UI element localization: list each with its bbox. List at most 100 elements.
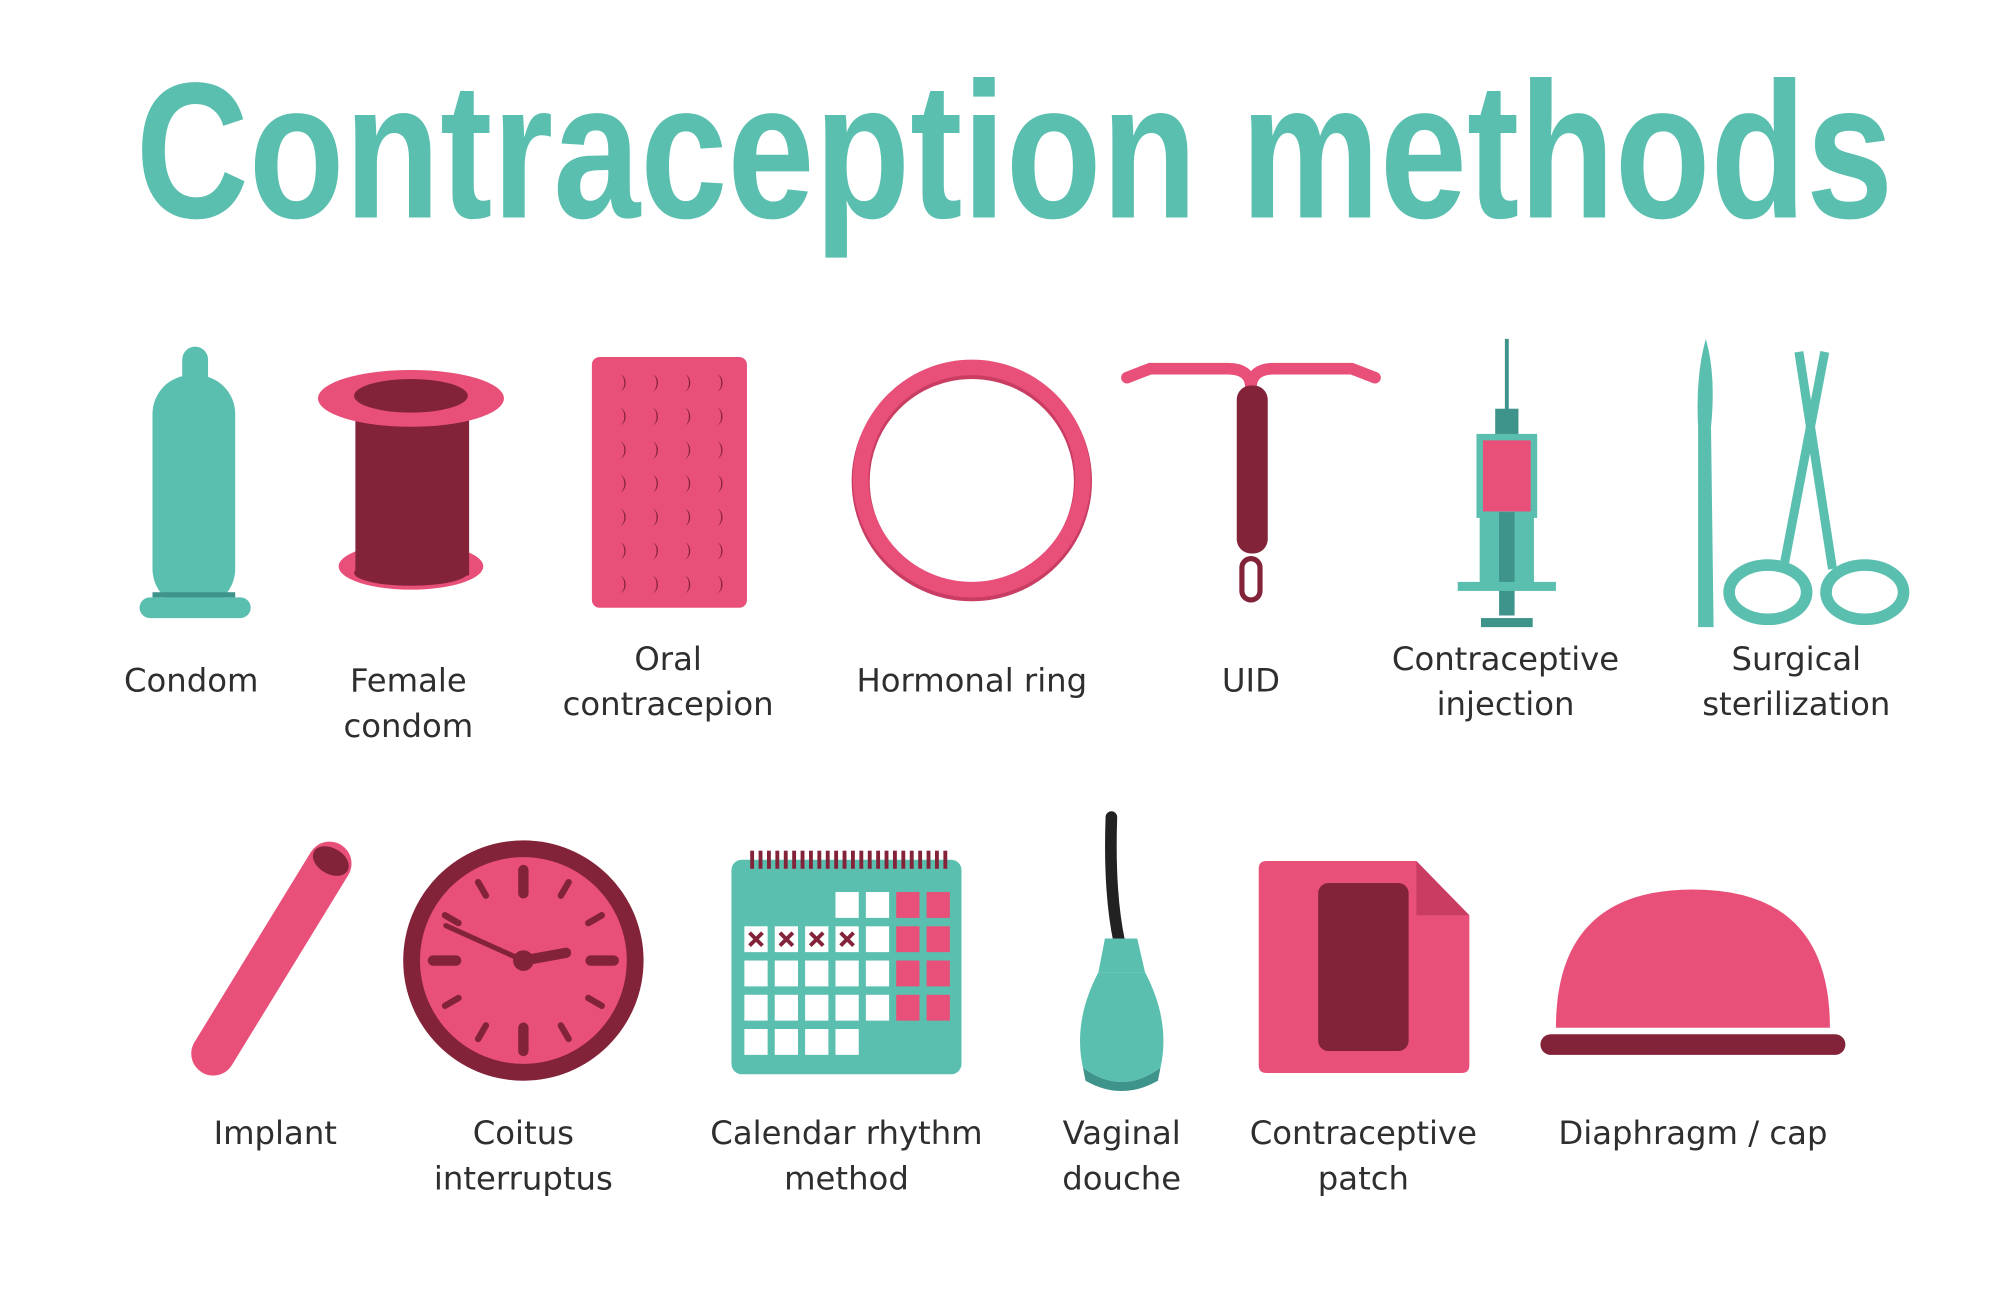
calendar-day (896, 892, 920, 918)
pill-icon (620, 407, 626, 426)
svg-text:douche: douche (1062, 1159, 1181, 1197)
calendar-day (835, 892, 859, 918)
douche-icon (1080, 811, 1164, 1092)
calendar-day (774, 994, 798, 1021)
clock-tick (441, 912, 462, 927)
pill-icon (620, 575, 626, 594)
svg-text:Oral: Oral (634, 640, 701, 678)
calendar-day (744, 994, 768, 1021)
label-diaphragm: Diaphragm / cap (1558, 1114, 1827, 1152)
calendar-day (926, 926, 950, 953)
calendar-day (926, 892, 950, 918)
clock-tick (557, 1022, 572, 1043)
diaphragm-icon (1540, 889, 1846, 1055)
pill-icon (717, 575, 723, 594)
svg-text:Contraceptive: Contraceptive (1250, 1114, 1477, 1152)
pill-icon (620, 541, 626, 560)
calendar-day (896, 926, 920, 953)
svg-text:Condom: Condom (124, 662, 259, 700)
calendar-day (896, 960, 920, 987)
pill-icon (684, 373, 691, 392)
svg-text:injection: injection (1437, 685, 1575, 723)
pill-icon (717, 474, 723, 493)
label-calendar-method: Calendar rhythm method (710, 1114, 982, 1197)
pill-icon (717, 373, 723, 392)
calendar-day (865, 892, 890, 918)
calendar-day (865, 994, 890, 1021)
svg-text:Coitus: Coitus (473, 1114, 574, 1152)
clock-tick (474, 1022, 490, 1043)
clock-tick (441, 994, 462, 1009)
patch-icon (1258, 861, 1470, 1073)
label-coitus-interruptus: Coitus interruptus (434, 1114, 613, 1197)
cross-mark-icon (748, 931, 764, 948)
pill-icon (684, 407, 691, 426)
svg-text:condom: condom (344, 707, 474, 745)
condom-icon (139, 346, 251, 619)
pill-icon (652, 541, 658, 560)
svg-text:UID: UID (1222, 662, 1280, 700)
calendar-day (744, 960, 768, 987)
calendar-day (835, 994, 859, 1021)
svg-text:Contraceptive: Contraceptive (1392, 640, 1619, 678)
svg-text:contracepion: contracepion (563, 685, 774, 723)
pill-icon (620, 441, 626, 460)
svg-text:patch: patch (1318, 1159, 1409, 1197)
pill-icon (620, 373, 626, 392)
svg-text:Female: Female (350, 662, 467, 700)
pill-icon (652, 474, 658, 493)
svg-text:Surgical: Surgical (1731, 640, 1861, 678)
clock-icon (403, 840, 644, 1081)
cross-mark-icon (808, 931, 825, 948)
calendar-day (865, 926, 890, 953)
cross-mark-icon (778, 931, 795, 948)
label-patch: Contraceptive patch (1250, 1114, 1477, 1197)
pill-icon (717, 541, 723, 560)
pill-icon (620, 508, 626, 527)
pill-icon (717, 407, 723, 426)
pill-icon (684, 441, 691, 460)
hormonal-ring-icon (851, 359, 1092, 602)
pill-icon (652, 508, 658, 527)
calendar-day (926, 960, 950, 987)
calendar-day (896, 994, 920, 1021)
pill-icon (652, 373, 658, 392)
svg-text:sterilization: sterilization (1702, 685, 1890, 723)
female-condom-icon (317, 369, 504, 590)
iud-icon (1121, 362, 1381, 603)
clock-tick (585, 912, 605, 927)
label-injection: Contraceptive injection (1392, 640, 1619, 723)
pill-icon (652, 407, 658, 426)
calendar-day (805, 1029, 829, 1055)
pill-icon (684, 575, 691, 594)
pill-icon (717, 508, 723, 527)
pill-icon (652, 575, 658, 594)
label-condom: Condom (124, 662, 259, 700)
svg-text:Hormonal ring: Hormonal ring (856, 662, 1087, 700)
clock-tick (557, 878, 572, 899)
calendar-day (744, 1029, 768, 1055)
pill-pack-icon (591, 357, 747, 608)
pill-icon (620, 474, 626, 493)
calendar-day (774, 1029, 798, 1055)
pill-icon (684, 474, 691, 493)
label-hormonal-ring: Hormonal ring (856, 662, 1087, 700)
pill-icon (684, 541, 691, 560)
label-iud: UID (1222, 662, 1280, 700)
page-title: Contraception methods (136, 43, 1894, 259)
calendar-day (865, 960, 890, 987)
label-implant: Implant (214, 1114, 337, 1152)
pill-icon (717, 441, 723, 460)
pill-icon (652, 441, 658, 460)
clock-tick (585, 994, 605, 1009)
svg-text:Calendar rhythm: Calendar rhythm (710, 1114, 982, 1152)
calendar-day (805, 994, 829, 1021)
label-oral-contraception: Oral contracepion (563, 640, 774, 723)
calendar-day (805, 960, 829, 987)
calendar-day (774, 960, 798, 987)
svg-text:method: method (784, 1159, 909, 1197)
svg-text:Diaphragm / cap: Diaphragm / cap (1558, 1114, 1827, 1152)
label-sterilization: Surgical sterilization (1702, 640, 1890, 723)
syringe-icon (1457, 338, 1556, 628)
